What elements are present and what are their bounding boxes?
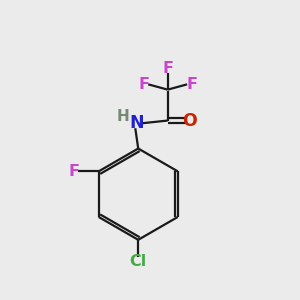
- Text: Cl: Cl: [130, 254, 147, 269]
- Text: O: O: [182, 112, 197, 130]
- Text: F: F: [162, 61, 173, 76]
- Text: H: H: [116, 109, 129, 124]
- Text: F: F: [68, 164, 79, 179]
- Text: N: N: [129, 115, 144, 133]
- Text: F: F: [186, 77, 197, 92]
- Text: F: F: [138, 77, 149, 92]
